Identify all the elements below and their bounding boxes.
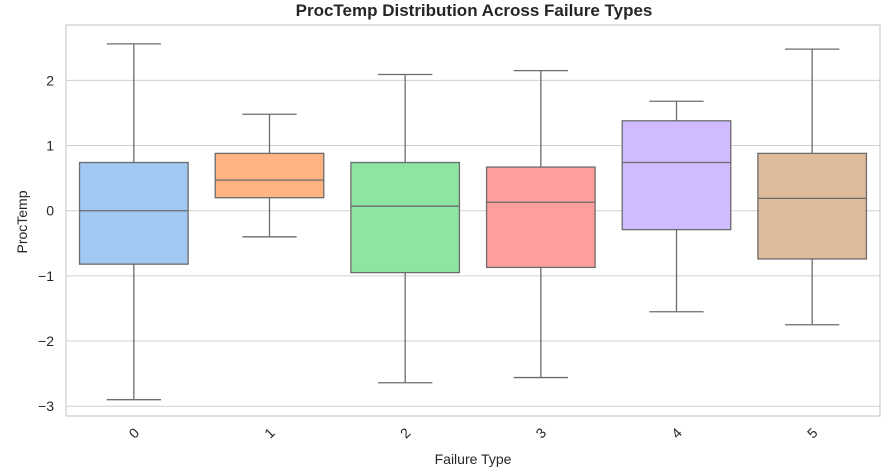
chart-title: ProcTemp Distribution Across Failure Typ… [296,1,653,20]
iqr-box [78,161,189,265]
x-axis-label: Failure Type [435,451,512,467]
y-tick-label: 2 [46,72,54,88]
plot-frame [65,24,881,417]
y-tick-label: 1 [46,138,54,154]
x-tick-label: 4 [668,424,685,441]
iqr-box [214,152,325,199]
box-group-1 [214,113,325,238]
y-tick-label: −3 [38,398,54,414]
y-tick-label: 0 [46,203,54,219]
iqr-box [621,120,732,231]
box-group-0 [78,43,189,401]
x-tick-label: 5 [804,424,821,441]
boxes [78,43,868,401]
x-tick-label: 3 [532,424,549,441]
x-tick-labels: 0 1 2 3 4 5 [125,424,820,441]
iqr-box [350,161,461,274]
x-tick-label: 0 [125,424,142,441]
x-tick-label: 1 [261,424,278,441]
y-tick-labels: −3 −2 −1 0 1 2 [38,72,54,414]
y-axis-label: ProcTemp [14,190,30,253]
box-group-3 [485,69,596,379]
y-tick-label: −1 [38,268,54,284]
iqr-box [485,166,596,269]
x-tick-label: 2 [397,424,414,441]
box-group-4 [621,100,732,313]
grid-lines [66,79,880,407]
y-tick-label: −2 [38,333,54,349]
iqr-box [757,152,868,260]
box-group-2 [350,73,461,384]
box-group-5 [757,48,868,326]
